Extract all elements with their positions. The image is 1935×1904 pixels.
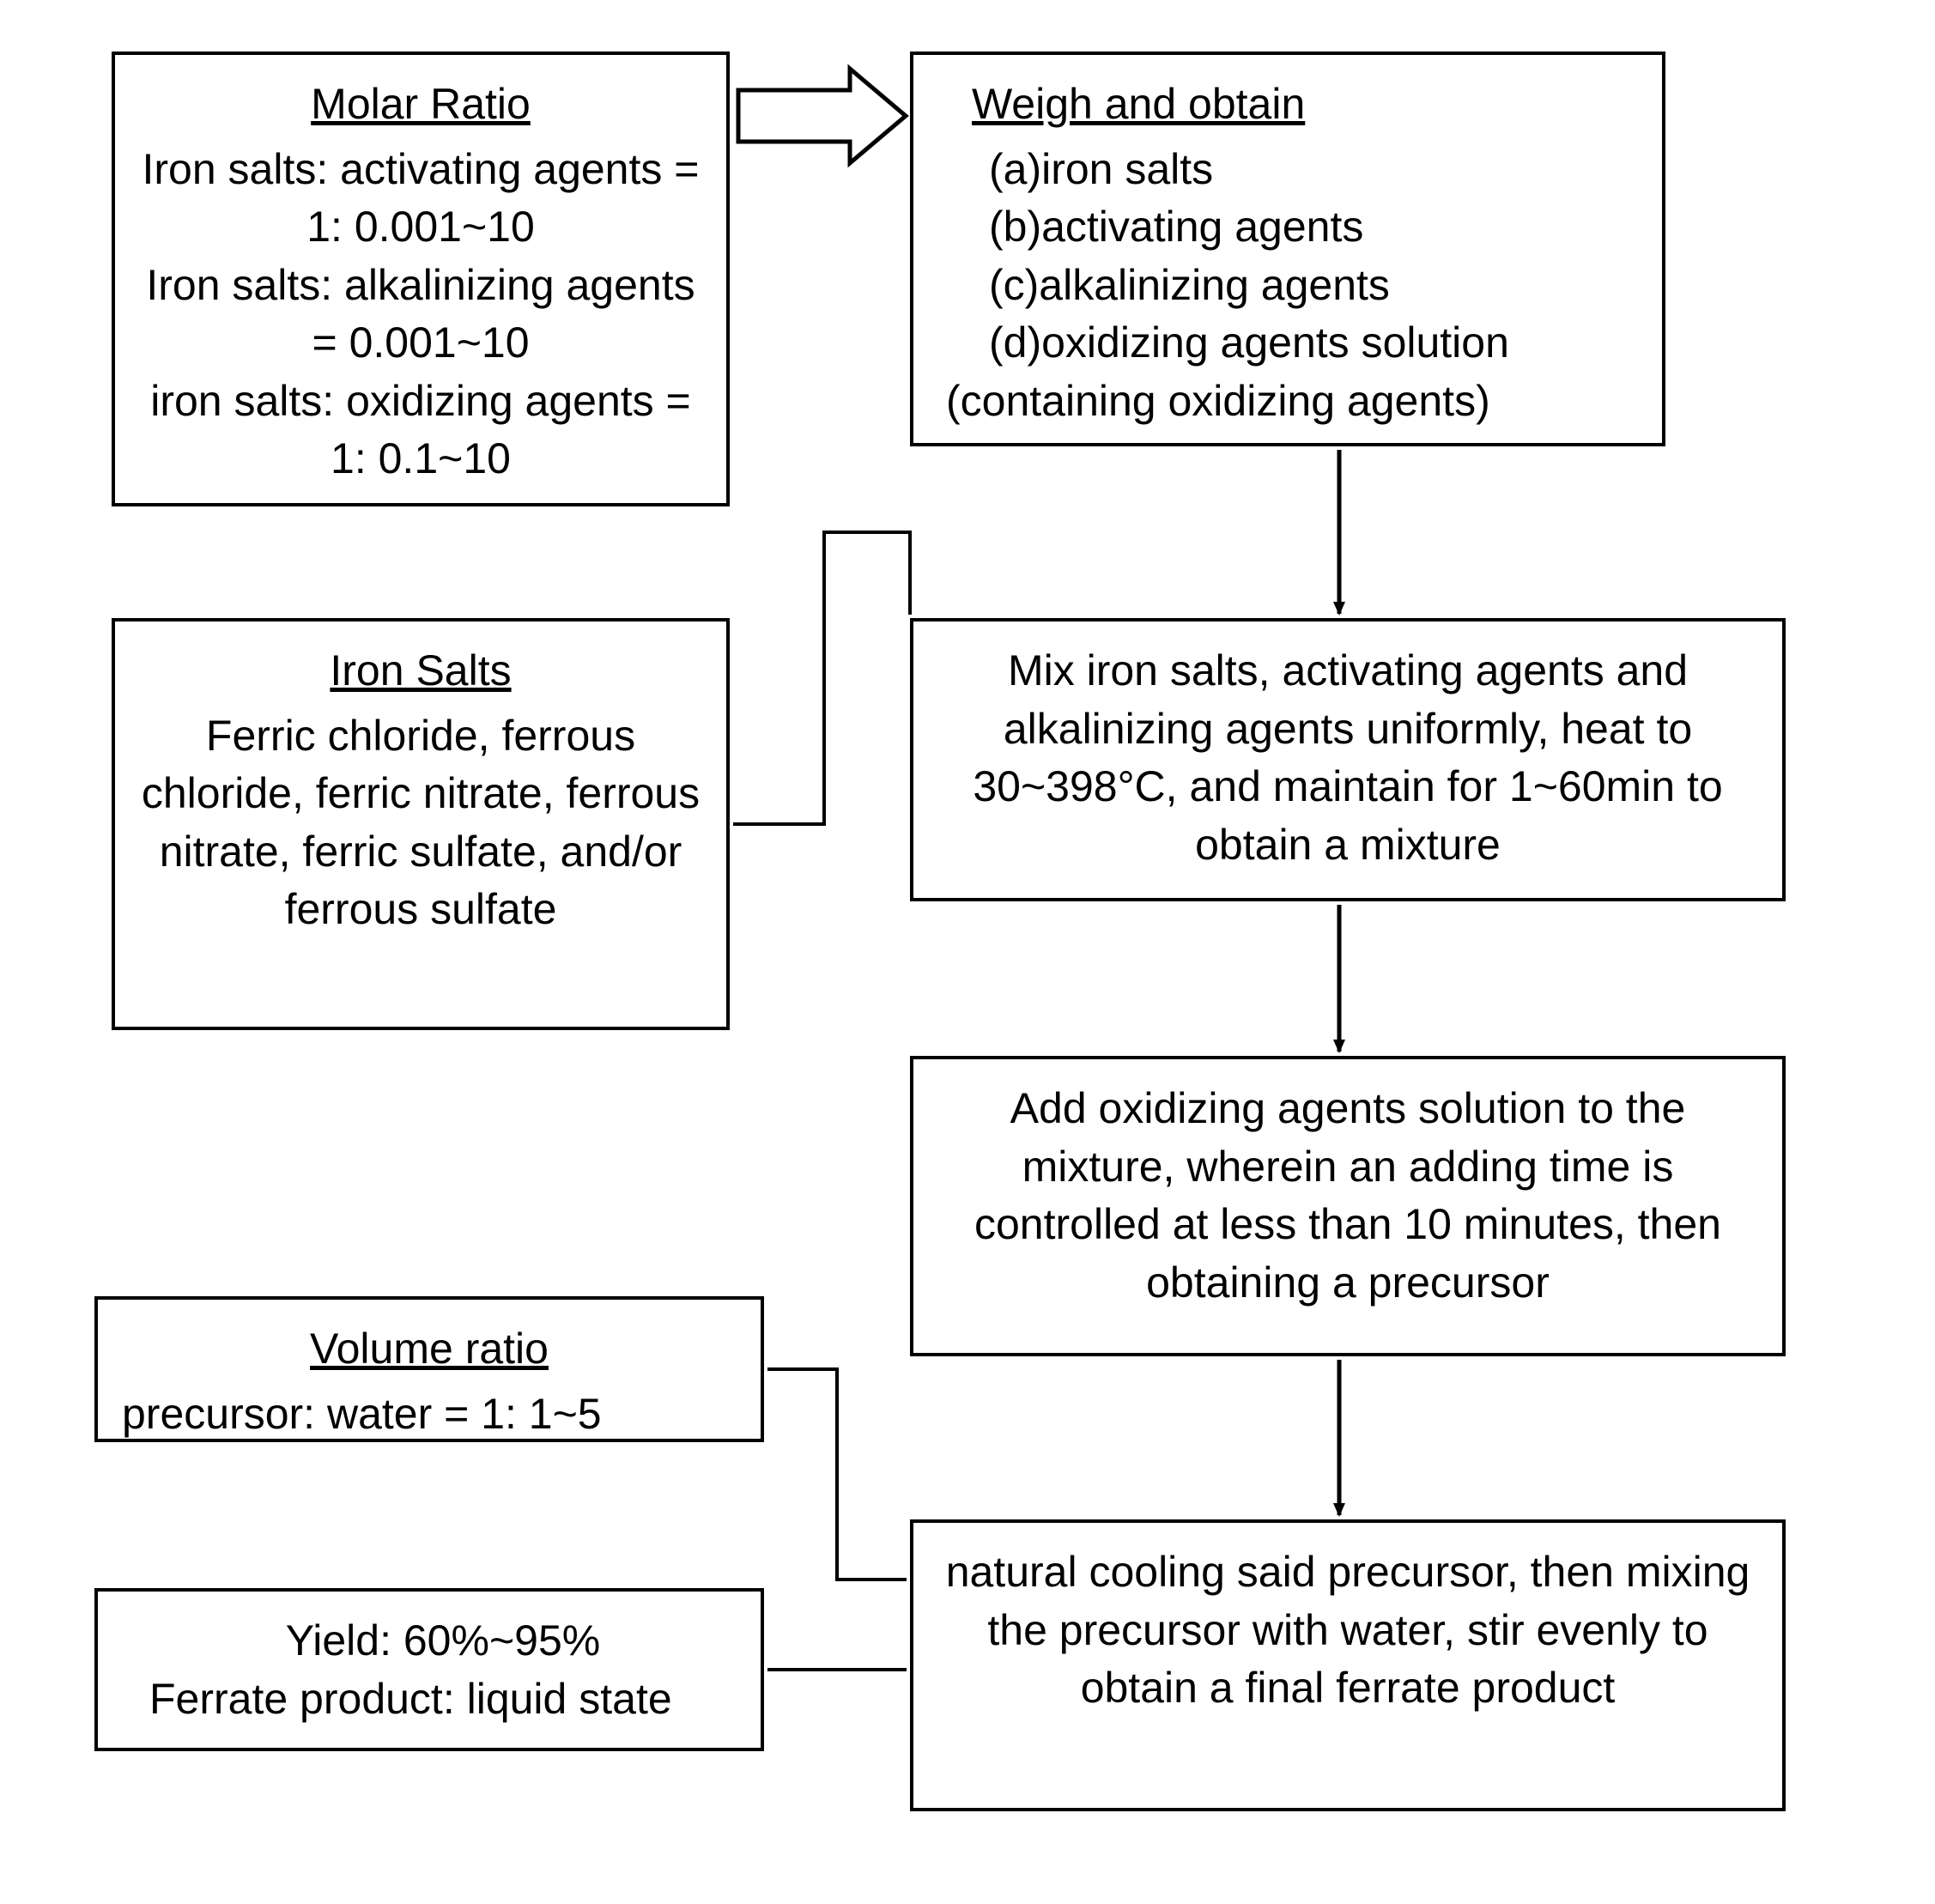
- node-body: Iron salts: activating agents = 1: 0.001…: [139, 141, 702, 488]
- list-paren: (containing oxidizing agents): [937, 373, 1638, 431]
- node-body-line: Yield: 60%~95%: [149, 1612, 737, 1671]
- node-title: Weigh and obtain: [937, 76, 1638, 134]
- node-mix: Mix iron salts, activating agents and al…: [910, 618, 1786, 901]
- list-item: (c)alkalinizing agents: [937, 257, 1638, 315]
- node-title: Iron Salts: [139, 642, 702, 700]
- node-add-oxidizing: Add oxidizing agents solution to the mix…: [910, 1056, 1786, 1356]
- list-item: (b)activating agents: [937, 198, 1638, 257]
- node-title: Molar Ratio: [139, 76, 702, 134]
- node-body-line: Ferrate product: liquid state: [149, 1671, 737, 1729]
- node-volume-ratio: Volume ratio precursor: water = 1: 1~5: [94, 1296, 764, 1442]
- node-yield: Yield: 60%~95% Ferrate product: liquid s…: [94, 1588, 764, 1751]
- node-body: Mix iron salts, activating agents and al…: [937, 642, 1758, 874]
- list-item: (a)iron salts: [937, 141, 1638, 199]
- node-iron-salts: Iron Salts Ferric chloride, ferrous chlo…: [112, 618, 730, 1030]
- node-cooling: natural cooling said precursor, then mix…: [910, 1519, 1786, 1811]
- node-body: Add oxidizing agents solution to the mix…: [937, 1080, 1758, 1312]
- flowchart-canvas: Molar Ratio Iron salts: activating agent…: [0, 0, 1935, 1904]
- node-body: Ferric chloride, ferrous chloride, ferri…: [139, 707, 702, 939]
- node-weigh-obtain: Weigh and obtain (a)iron salts (b)activa…: [910, 52, 1665, 446]
- block-arrow-icon: [738, 69, 906, 163]
- node-molar-ratio: Molar Ratio Iron salts: activating agent…: [112, 52, 730, 506]
- list-item: (d)oxidizing agents solution: [937, 314, 1638, 373]
- node-body: precursor: water = 1: 1~5: [122, 1386, 737, 1444]
- node-title: Volume ratio: [122, 1320, 737, 1379]
- elbow-connector: [767, 1369, 907, 1580]
- node-body: natural cooling said precursor, then mix…: [937, 1543, 1758, 1718]
- elbow-connector: [733, 532, 910, 824]
